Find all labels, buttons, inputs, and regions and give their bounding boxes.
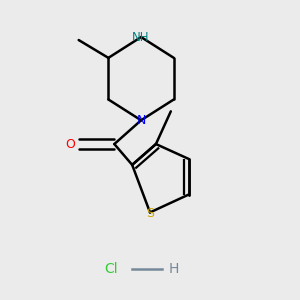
Text: NH: NH [132, 31, 150, 44]
Text: N: N [136, 114, 146, 127]
Text: S: S [146, 207, 154, 220]
Text: O: O [65, 138, 75, 151]
Text: H: H [169, 262, 179, 276]
Text: Cl: Cl [104, 262, 118, 276]
